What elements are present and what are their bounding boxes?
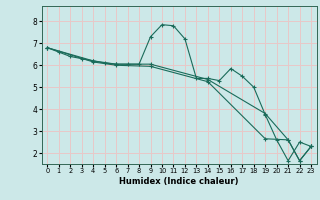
X-axis label: Humidex (Indice chaleur): Humidex (Indice chaleur)	[119, 177, 239, 186]
